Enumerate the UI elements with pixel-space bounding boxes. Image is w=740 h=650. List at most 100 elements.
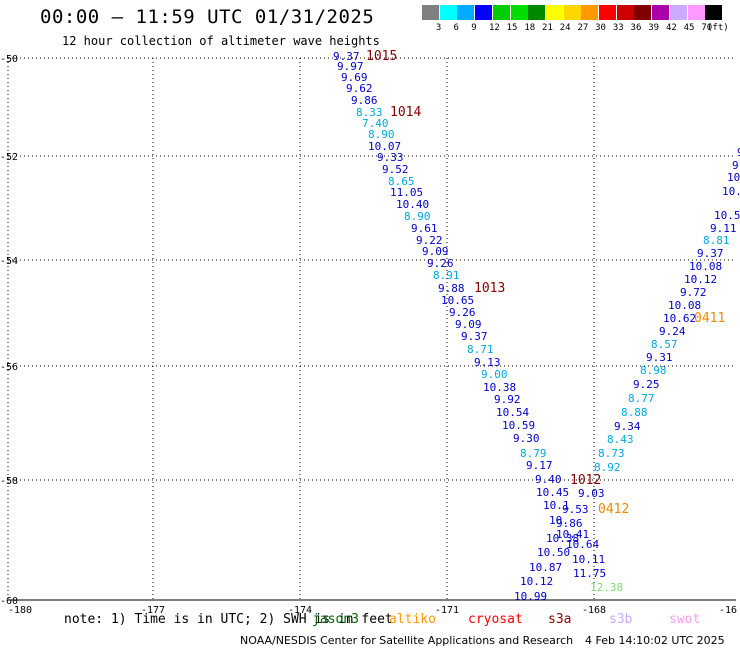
wave-height-value: 9.26 (427, 257, 454, 270)
wave-height-value: 8.90 (404, 210, 431, 223)
wave-height-value: 9.26 (449, 306, 476, 319)
wave-height-value: 10.99 (514, 590, 547, 603)
wave-height-value: 10.54 (496, 406, 529, 419)
wave-height-value: 9.09 (455, 318, 482, 331)
wave-height-value: 9.61 (411, 222, 438, 235)
legend-swatch (457, 5, 475, 20)
wave-height-value: 10.11 (572, 553, 605, 566)
legend-swatch (422, 5, 439, 20)
longitude-label: -16 (719, 605, 737, 616)
wave-height-value: 10.38 (546, 532, 579, 545)
satellite-label-altiko: altiko (389, 612, 436, 627)
latitude-label: -58 (0, 476, 18, 487)
wave-height-value: 11.05 (390, 186, 423, 199)
latitude-label: -54 (0, 256, 18, 267)
wave-height-value: 9.03 (578, 487, 605, 500)
wave-height-value: 9.30 (513, 432, 540, 445)
wave-height-value: 10.1 (727, 171, 740, 184)
wave-height-value: 8.77 (628, 392, 655, 405)
latitude-label: -60 (0, 596, 18, 607)
wave-height-value: 9.97 (337, 60, 364, 73)
wave-height-value: 9.69 (341, 71, 368, 84)
legend-swatch (669, 5, 687, 20)
legend-label: 36 (630, 23, 642, 33)
satellite-label-s3a: s3a (548, 612, 572, 627)
wave-height-value: 8.88 (621, 406, 648, 419)
wave-height-value: 9.40 (535, 473, 562, 486)
pass-time-label: 1012 (570, 473, 601, 488)
satellite-label-jason3: jason3 (312, 612, 359, 627)
legend-swatch (563, 5, 581, 20)
legend-swatch (439, 5, 457, 20)
footer-note: note: 1) Time is in UTC; 2) SWH is in fe… (64, 612, 393, 627)
wave-height-value: 12.38 (590, 581, 623, 594)
wave-height-value: 9.37 (697, 247, 724, 260)
wave-height-value: 8.43 (607, 433, 634, 446)
wave-height-value: 9.22 (416, 234, 443, 247)
wave-height-value: 9.72 (680, 286, 707, 299)
legend-label: 18 (524, 23, 536, 33)
wave-height-value: 10.41 (556, 528, 589, 541)
wave-height-value: 10.08 (668, 299, 701, 312)
legend-unit: (ft) (707, 23, 729, 33)
wave-height-value: 10.59 (502, 419, 535, 432)
latitude-label: -50 (0, 54, 18, 65)
pass-time-label: 1015 (366, 49, 397, 64)
wave-height-value: 10.50 (537, 546, 570, 559)
legend-label: 27 (577, 23, 589, 33)
satellite-label-cryosat: cryosat (468, 612, 523, 627)
legend-swatch (510, 5, 528, 20)
wave-height-value: 10. (549, 514, 569, 527)
wave-height-value: 9.11 (710, 222, 737, 235)
legend-swatch (492, 5, 510, 20)
wave-height-value: 8.91 (433, 269, 460, 282)
wave-height-value: 9 (737, 146, 740, 159)
wave-height-value: 8.33 (356, 106, 383, 119)
wave-height-value: 9.13 (474, 356, 501, 369)
wave-height-value: 11.75 (573, 567, 606, 580)
wave-height-value: 9.34 (614, 420, 641, 433)
longitude-label: -177 (141, 605, 165, 616)
map-subtitle: 12 hour collection of altimeter wave hei… (62, 34, 380, 48)
wave-height-value: 9.92 (494, 393, 521, 406)
legend-label: 15 (506, 23, 518, 33)
footer-credit: NOAA/NESDIS Center for Satellite Applica… (240, 634, 574, 647)
legend-swatch (687, 5, 705, 20)
legend-swatch (634, 5, 652, 20)
legend-swatch (616, 5, 634, 20)
longitude-label: -171 (435, 605, 459, 616)
legend-swatch (475, 5, 493, 20)
longitude-label: -168 (582, 605, 606, 616)
pass-time-label: 0412 (598, 502, 629, 517)
latitude-label: -52 (0, 152, 18, 163)
longitude-label: -180 (8, 605, 32, 616)
wave-height-value: 8.73 (598, 447, 625, 460)
pass-time-label: 0411 (694, 311, 725, 326)
wave-height-value: 7.40 (362, 117, 389, 130)
pass-time-label: 1013 (474, 281, 505, 296)
wave-height-value: 10.62 (663, 312, 696, 325)
wave-height-value: 8.79 (520, 447, 547, 460)
wave-height-value: 10.65 (441, 294, 474, 307)
latitude-label: -56 (0, 362, 18, 373)
legend-swatch (545, 5, 563, 20)
wave-height-value: 10.12 (520, 575, 553, 588)
wave-height-value: 10.07 (368, 140, 401, 153)
wave-height-value: 9.86 (351, 94, 378, 107)
wave-height-value: 9.17 (526, 459, 553, 472)
wave-height-value: 8.65 (388, 175, 415, 188)
wave-height-value: 9.37 (461, 330, 488, 343)
satellite-label-swot: swot (669, 612, 701, 627)
wave-height-value: 10.87 (529, 561, 562, 574)
legend-label: 21 (542, 23, 553, 33)
wave-height-value: 9.86 (556, 517, 583, 530)
wave-height-value: 9.88 (438, 282, 465, 295)
pass-time-label: 1014 (390, 105, 421, 120)
wave-height-value: 9.33 (377, 151, 404, 164)
wave-height-value: 9.25 (633, 378, 660, 391)
wave-height-value: 9.00 (481, 368, 508, 381)
wave-height-value: 10.12 (684, 273, 717, 286)
wave-height-value: 9.31 (646, 351, 673, 364)
legend-label: 45 (683, 23, 695, 33)
